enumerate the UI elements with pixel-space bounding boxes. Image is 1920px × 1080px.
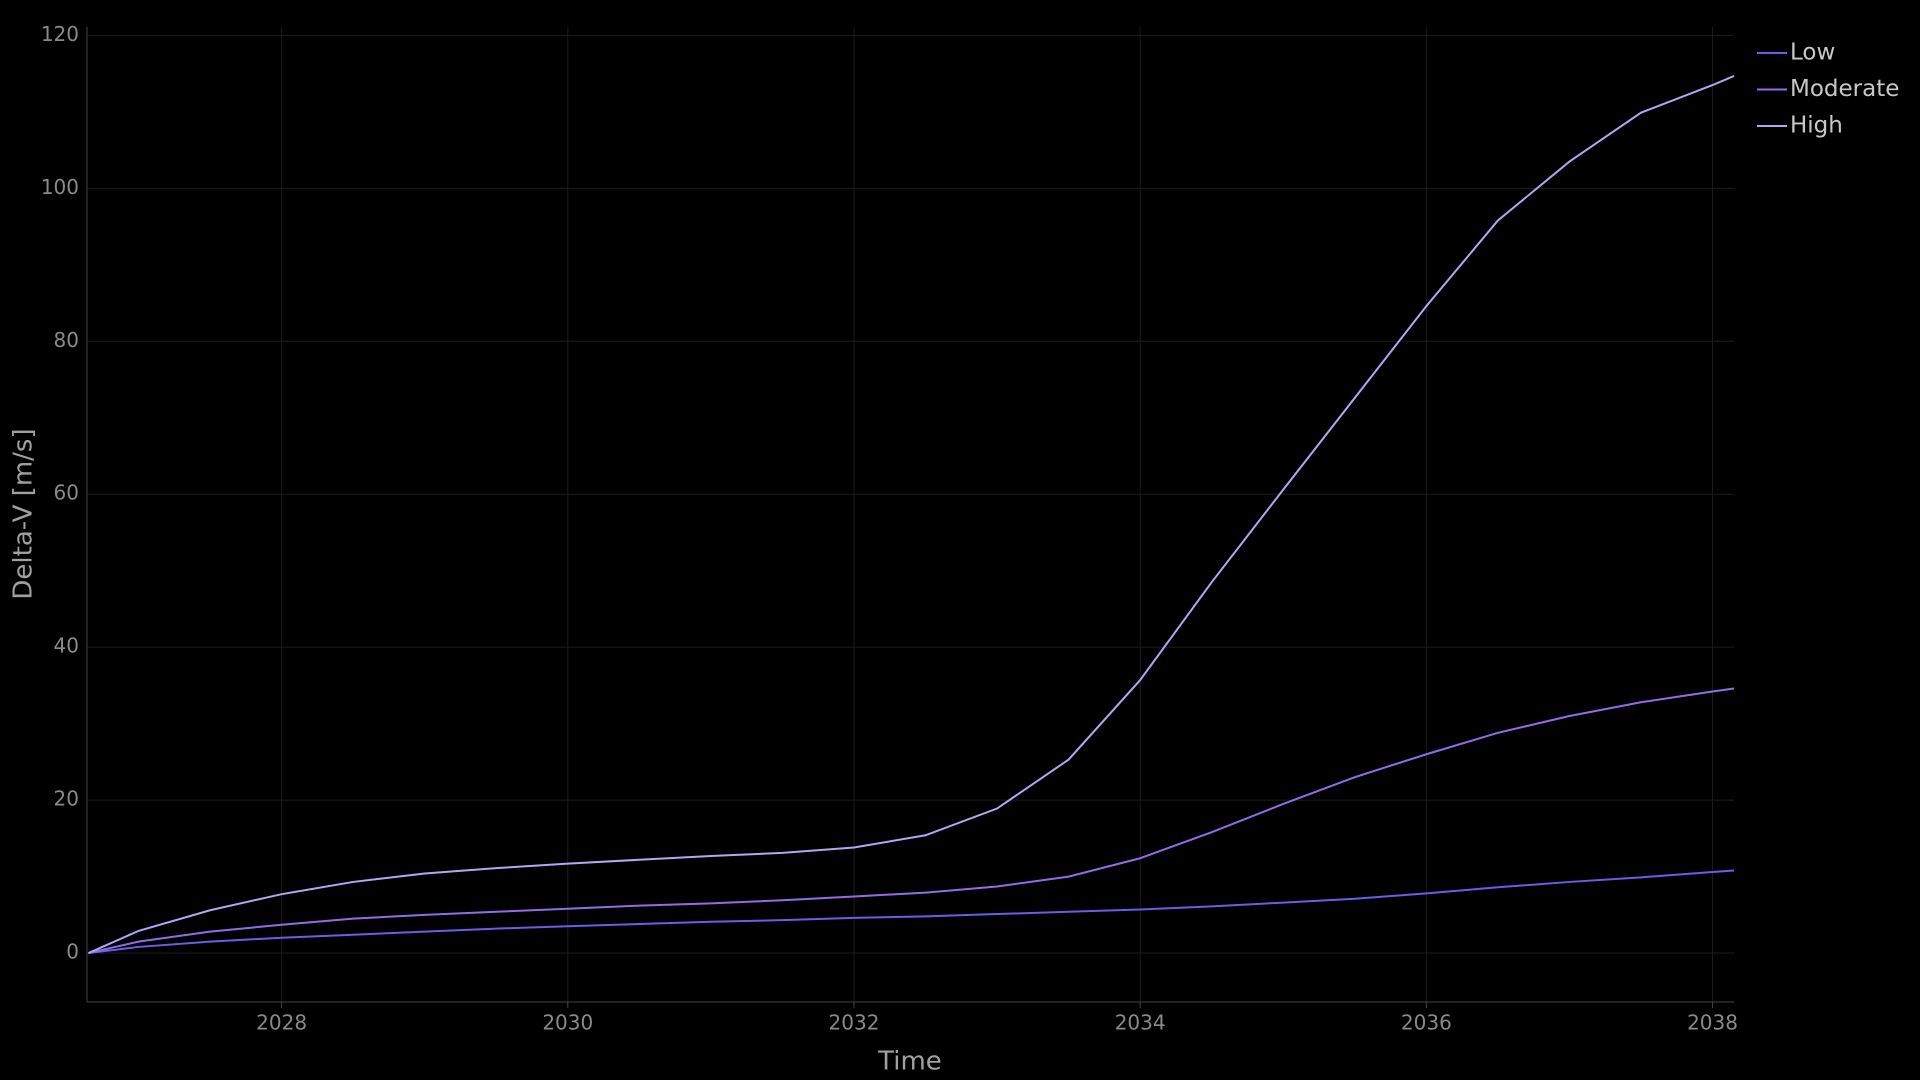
legend-label: Moderate <box>1790 76 1899 102</box>
x-tick-label: 2034 <box>1115 1011 1166 1035</box>
y-tick-label: 80 <box>54 328 79 352</box>
x-tick-label: 2030 <box>542 1011 593 1035</box>
x-axis-title: Time <box>877 1047 942 1077</box>
x-tick-label: 2036 <box>1401 1011 1452 1035</box>
data-line <box>88 869 1735 955</box>
y-axis-title: Delta-V [m/s] <box>9 428 39 599</box>
x-tick-label: 2038 <box>1687 1011 1738 1035</box>
y-tick-label: 0 <box>66 940 79 964</box>
y-tick-label: 20 <box>54 787 79 811</box>
legend-label: Low <box>1790 40 1835 66</box>
data-line <box>88 75 1735 954</box>
y-tick-label: 40 <box>54 634 79 658</box>
y-tick-label: 60 <box>54 481 79 505</box>
data-line <box>88 687 1735 955</box>
y-tick-label: 120 <box>41 22 79 46</box>
legend-label: High <box>1790 113 1843 139</box>
y-tick-label: 100 <box>41 175 79 199</box>
x-tick-label: 2028 <box>256 1011 307 1035</box>
x-tick-label: 2032 <box>829 1011 880 1035</box>
